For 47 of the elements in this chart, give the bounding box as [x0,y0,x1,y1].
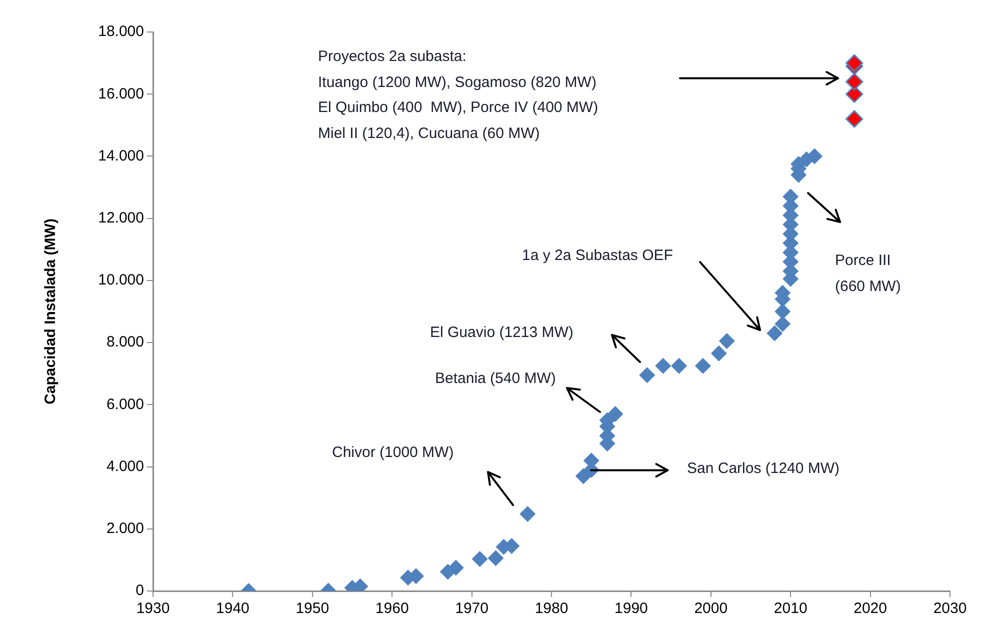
point [655,358,672,374]
y-tick-label: 2.000 [106,520,144,538]
point [766,325,783,342]
point [639,367,656,384]
y-tick-label: 4.000 [106,458,144,475]
x-tick-label: 1940 [216,600,250,618]
annotation: Proyectos 2a subasta: Ituango (1200 MW), Sogamoso (820 MW) El Quimbo (400 MW), Porce IV (400 MW) Miel II (120,4), Cucuana (60 MW) [318,47,598,144]
x-tick-label: 2000 [694,600,728,618]
y-axis-title: Capacidad Instalada (MW) [42,218,60,404]
x-tick-label: 1990 [614,600,648,618]
y-tick-label: 12.000 [98,209,144,226]
x-tick-label: 1980 [534,600,568,618]
y-tick-label: 0 [136,582,144,600]
point [472,551,488,568]
point [806,148,823,164]
point [520,506,536,522]
annotation: El Guavio (1213 MW) [430,323,574,343]
x-tick-label: 1930 [136,600,170,618]
x-tick-label: 1950 [296,600,330,618]
annotation: 1a y 2a Subastas OEF [522,246,673,266]
point [710,345,727,362]
x-tick-label: 2020 [854,600,887,618]
point [718,333,735,350]
point [774,304,791,320]
x-tick-label: 2030 [933,600,967,618]
annotation: San Carlos (1240 MW) [687,459,840,479]
annotation: Betania (540 MW) [435,369,556,389]
point [846,54,864,72]
x-tick-label: 2010 [774,600,808,618]
point [846,110,864,128]
annotation: Porce III (660 MW) [835,251,901,297]
x-tick-label: 1970 [455,600,488,618]
annotation: Chivor (1000 MW) [332,443,454,463]
point [488,550,504,566]
y-tick-label: 16.000 [98,85,144,102]
point [694,358,711,374]
point [671,358,688,374]
point [448,560,464,576]
point [607,406,624,422]
y-tick-label: 14.000 [98,147,144,164]
point [846,72,864,90]
point [774,316,791,332]
y-tick-label: 6.000 [106,396,144,413]
y-tick-label: 10.000 [98,272,144,289]
y-tick-label: 18.000 [98,23,144,40]
y-tick-label: 8.000 [106,334,144,351]
x-tick-label: 1960 [375,600,409,618]
